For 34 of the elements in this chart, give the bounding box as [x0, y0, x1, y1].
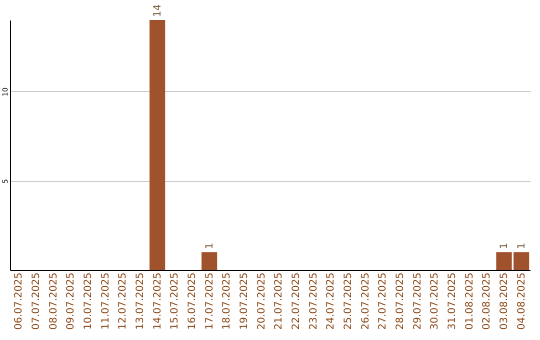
- x-tick-label: 12.07.2025: [118, 272, 129, 330]
- x-tick-label: 04.08.2025: [516, 272, 528, 330]
- x-tick-label: 25.07.2025: [343, 272, 354, 330]
- data-label: 1: [516, 242, 528, 250]
- data-label: 1: [499, 242, 510, 250]
- x-tick-label: 15.07.2025: [170, 272, 181, 330]
- x-tick-label: 11.07.2025: [100, 272, 112, 330]
- x-tick-label: 18.07.2025: [222, 272, 233, 330]
- x-tick-label: 14.07.2025: [152, 272, 164, 330]
- x-tick-label: 30.07.2025: [430, 272, 441, 330]
- x-tick-label: 03.08.2025: [499, 272, 510, 330]
- x-tick-label: 09.07.2025: [66, 272, 77, 330]
- x-tick-label: 24.07.2025: [326, 272, 337, 330]
- x-tick-label: 22.07.2025: [291, 272, 302, 330]
- x-tick-label: 02.08.2025: [482, 272, 493, 330]
- x-tick-label: 23.07.2025: [308, 272, 320, 330]
- x-tick-label: 29.07.2025: [412, 272, 424, 330]
- x-tick-label: 10.07.2025: [83, 272, 94, 330]
- x-tick-label: 21.07.2025: [274, 272, 285, 330]
- data-label: 1: [204, 242, 216, 250]
- x-tick-label: 26.07.2025: [360, 272, 372, 330]
- x-tick-label: 06.07.2025: [14, 272, 25, 330]
- x-tick-label: 07.07.2025: [31, 272, 42, 330]
- x-tick-label: 16.07.2025: [187, 272, 198, 330]
- x-tick-label: 17.07.2025: [204, 272, 216, 330]
- x-tick-label: 13.07.2025: [135, 272, 146, 330]
- x-tick-label: 01.08.2025: [464, 272, 476, 330]
- x-tick-label: 28.07.2025: [395, 272, 406, 330]
- x-tick-label: 31.07.2025: [447, 272, 458, 330]
- x-tick-label: 20.07.2025: [256, 272, 268, 330]
- x-tick-label: 27.07.2025: [378, 272, 389, 330]
- x-tick-label: 19.07.2025: [239, 272, 250, 330]
- data-label: 14: [152, 4, 164, 17]
- x-tick-label: 08.07.2025: [48, 272, 60, 330]
